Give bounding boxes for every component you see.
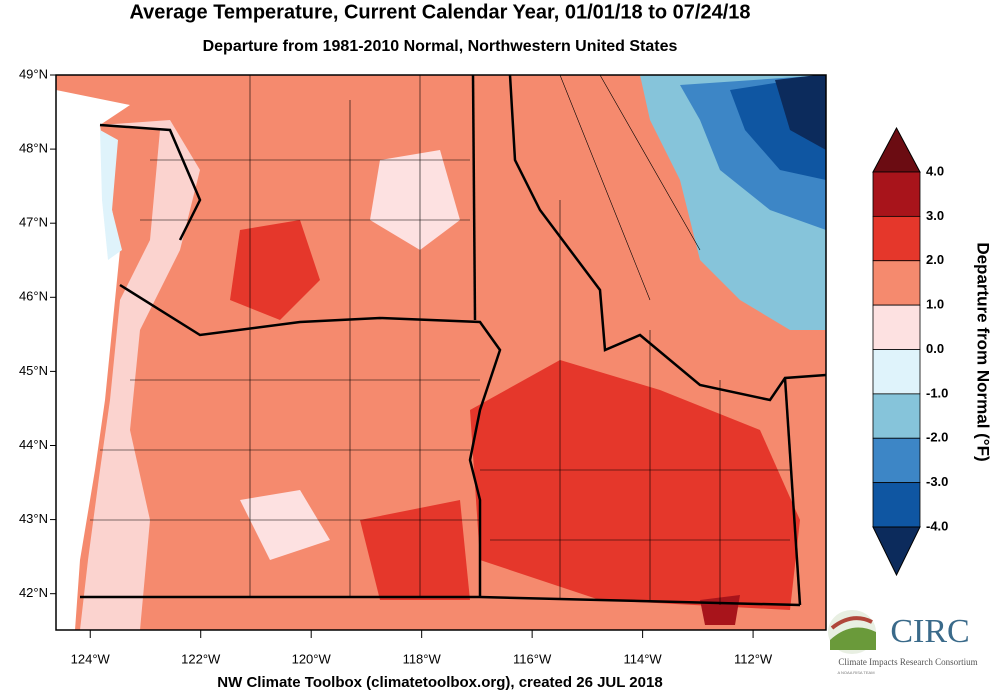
lat-tick-label: 48°N [19, 141, 48, 156]
lat-tick-label: 42°N [19, 585, 48, 600]
colorbar-extend-high [872, 126, 921, 173]
colorbar-tick-label: 0.0 [926, 341, 944, 356]
title: Average Temperature, Current Calendar Ye… [129, 1, 750, 23]
colorbar-segment [872, 437, 921, 484]
colorbar-tick-label: 3.0 [926, 208, 944, 223]
map-field [56, 75, 826, 630]
colorbar-segment [872, 482, 921, 528]
coldest-area [775, 75, 826, 150]
colorbar-tick-label: -2.0 [926, 430, 948, 445]
colorbar-tick-label: 2.0 [926, 252, 944, 267]
lat-tick-label: 46°N [19, 289, 48, 304]
logo-subtitle: Climate Impacts Research Consortium [838, 657, 977, 667]
colorbar-tick-label: -3.0 [926, 474, 948, 489]
colorbar-tick-label: -1.0 [926, 385, 948, 400]
cool-coast [80, 120, 200, 630]
logo-stripe [830, 616, 873, 630]
lon-tick-label: 112°W [734, 651, 773, 666]
border [80, 595, 801, 607]
county-borders [90, 75, 790, 605]
mild-area [240, 490, 330, 560]
map-frame [55, 74, 827, 631]
axes: 49°N 48°N 47°N 46°N 45°N 44°N 43°N 42°N 124°W 122… [19, 66, 773, 666]
credit: NW Climate Toolbox (climatetoolbox.org),… [217, 674, 662, 691]
lon-tick-label: 118°W [403, 651, 442, 666]
colorbar-title: Departure from Normal (°F) [974, 242, 993, 461]
colorbar-tick-label: 4.0 [926, 163, 944, 178]
colorbar-segment [872, 349, 921, 395]
subtitle: Departure from 1981-2010 Normal, Northwe… [203, 38, 678, 55]
coast-cool [100, 130, 122, 260]
lon-tick-label: 124°W [71, 651, 111, 666]
colorbar-extend-low [872, 526, 921, 577]
lon-tick-label: 114°W [624, 651, 663, 666]
lat-tick-label: 44°N [19, 437, 48, 452]
warm-area [470, 360, 800, 610]
lat-tick-label: 49°N [19, 66, 48, 81]
lat-tick-label: 43°N [19, 511, 48, 526]
warm-area [230, 220, 320, 320]
lat-tick-label: 45°N [19, 363, 48, 378]
logo-hills [830, 627, 876, 650]
logo-name: CIRC [890, 613, 969, 650]
warm-area [360, 500, 470, 600]
colorbar-tick-label: 1.0 [926, 297, 944, 312]
lon-tick-label: 116°W [513, 651, 552, 666]
lon-tick-label: 120°W [292, 651, 332, 666]
border [508, 75, 826, 402]
colorbar-tick-label: -4.0 [926, 518, 948, 533]
border [783, 377, 802, 606]
colorbar-segment [872, 260, 921, 306]
border [471, 75, 477, 321]
colorbar-segment [872, 304, 921, 350]
lon-tick-label: 122°W [181, 651, 221, 666]
colorbar-segment [872, 215, 921, 262]
colorbar-segment [872, 171, 921, 217]
colorbar: 4.0 3.0 2.0 1.0 0.0 -1.0 -2.0 -3.0 -4.0 [872, 126, 948, 577]
colorbar-segment [872, 393, 921, 439]
mild-area [370, 150, 460, 250]
lat-tick-label: 47°N [19, 215, 48, 230]
logo-tagline: A NOAA RISA TEAM [837, 670, 874, 675]
logo: CIRC Climate Impacts Research Consortium… [828, 610, 978, 675]
